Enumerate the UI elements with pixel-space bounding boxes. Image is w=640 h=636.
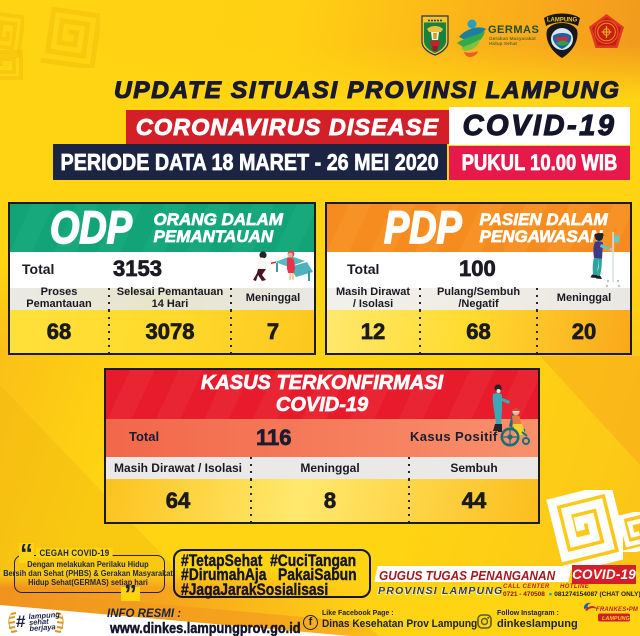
svg-text:FRANKES•PM: FRANKES•PM bbox=[596, 607, 639, 613]
svg-text:LAMPUNG: LAMPUNG bbox=[547, 18, 578, 24]
svg-text:LAMPUNG: LAMPUNG bbox=[602, 616, 631, 622]
